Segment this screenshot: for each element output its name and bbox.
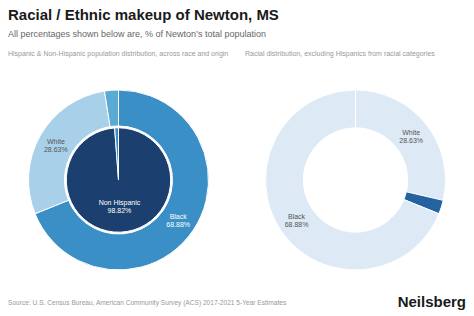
slice xyxy=(66,128,170,232)
title-line: Hispanic & Non-Hispanic population distr… xyxy=(8,50,228,58)
slices xyxy=(28,90,208,270)
title-line: Racial distribution, excluding Hispanics… xyxy=(245,50,435,58)
slice-value-label: 68.88% xyxy=(285,221,309,228)
title: Racial / Ethnic makeup of Newton, MS xyxy=(8,6,279,23)
slice-value-label: 68.88% xyxy=(166,221,190,228)
slice-label: White xyxy=(402,129,420,136)
donut: Black68.88% White28.63% Non Hispanic98.82% xyxy=(28,90,208,270)
slice-label: Black xyxy=(170,213,188,220)
slice-label: Black xyxy=(288,213,306,220)
donut: White28.63% Black68.88% xyxy=(266,90,446,270)
slice-value-label: 28.63% xyxy=(44,146,68,153)
slice-value-label: 98.82% xyxy=(108,207,132,214)
chart-title: Hispanic & Non-Hispanic population distr… xyxy=(8,50,228,58)
source: Source: U.S. Census Bureau, American Com… xyxy=(8,299,287,307)
chart-title: Racial distribution, excluding Hispanics… xyxy=(245,50,435,58)
slice xyxy=(356,90,446,200)
labels: White28.63% Black68.88% xyxy=(285,129,423,228)
slice xyxy=(104,90,118,127)
slice xyxy=(266,90,439,270)
slice-label: White xyxy=(47,138,65,145)
branding: Neilsberg xyxy=(398,293,466,310)
slice xyxy=(115,128,119,180)
slices xyxy=(266,90,446,270)
chart: Racial / Ethnic makeup of Newton, MS All … xyxy=(0,0,474,316)
slice-label: Non Hispanic xyxy=(99,199,141,207)
subtitle: All percentages shown below are, % of Ne… xyxy=(8,29,266,39)
labels: Black68.88% White28.63% Non Hispanic98.82% xyxy=(44,138,190,229)
slice-value-label: 28.63% xyxy=(399,137,423,144)
